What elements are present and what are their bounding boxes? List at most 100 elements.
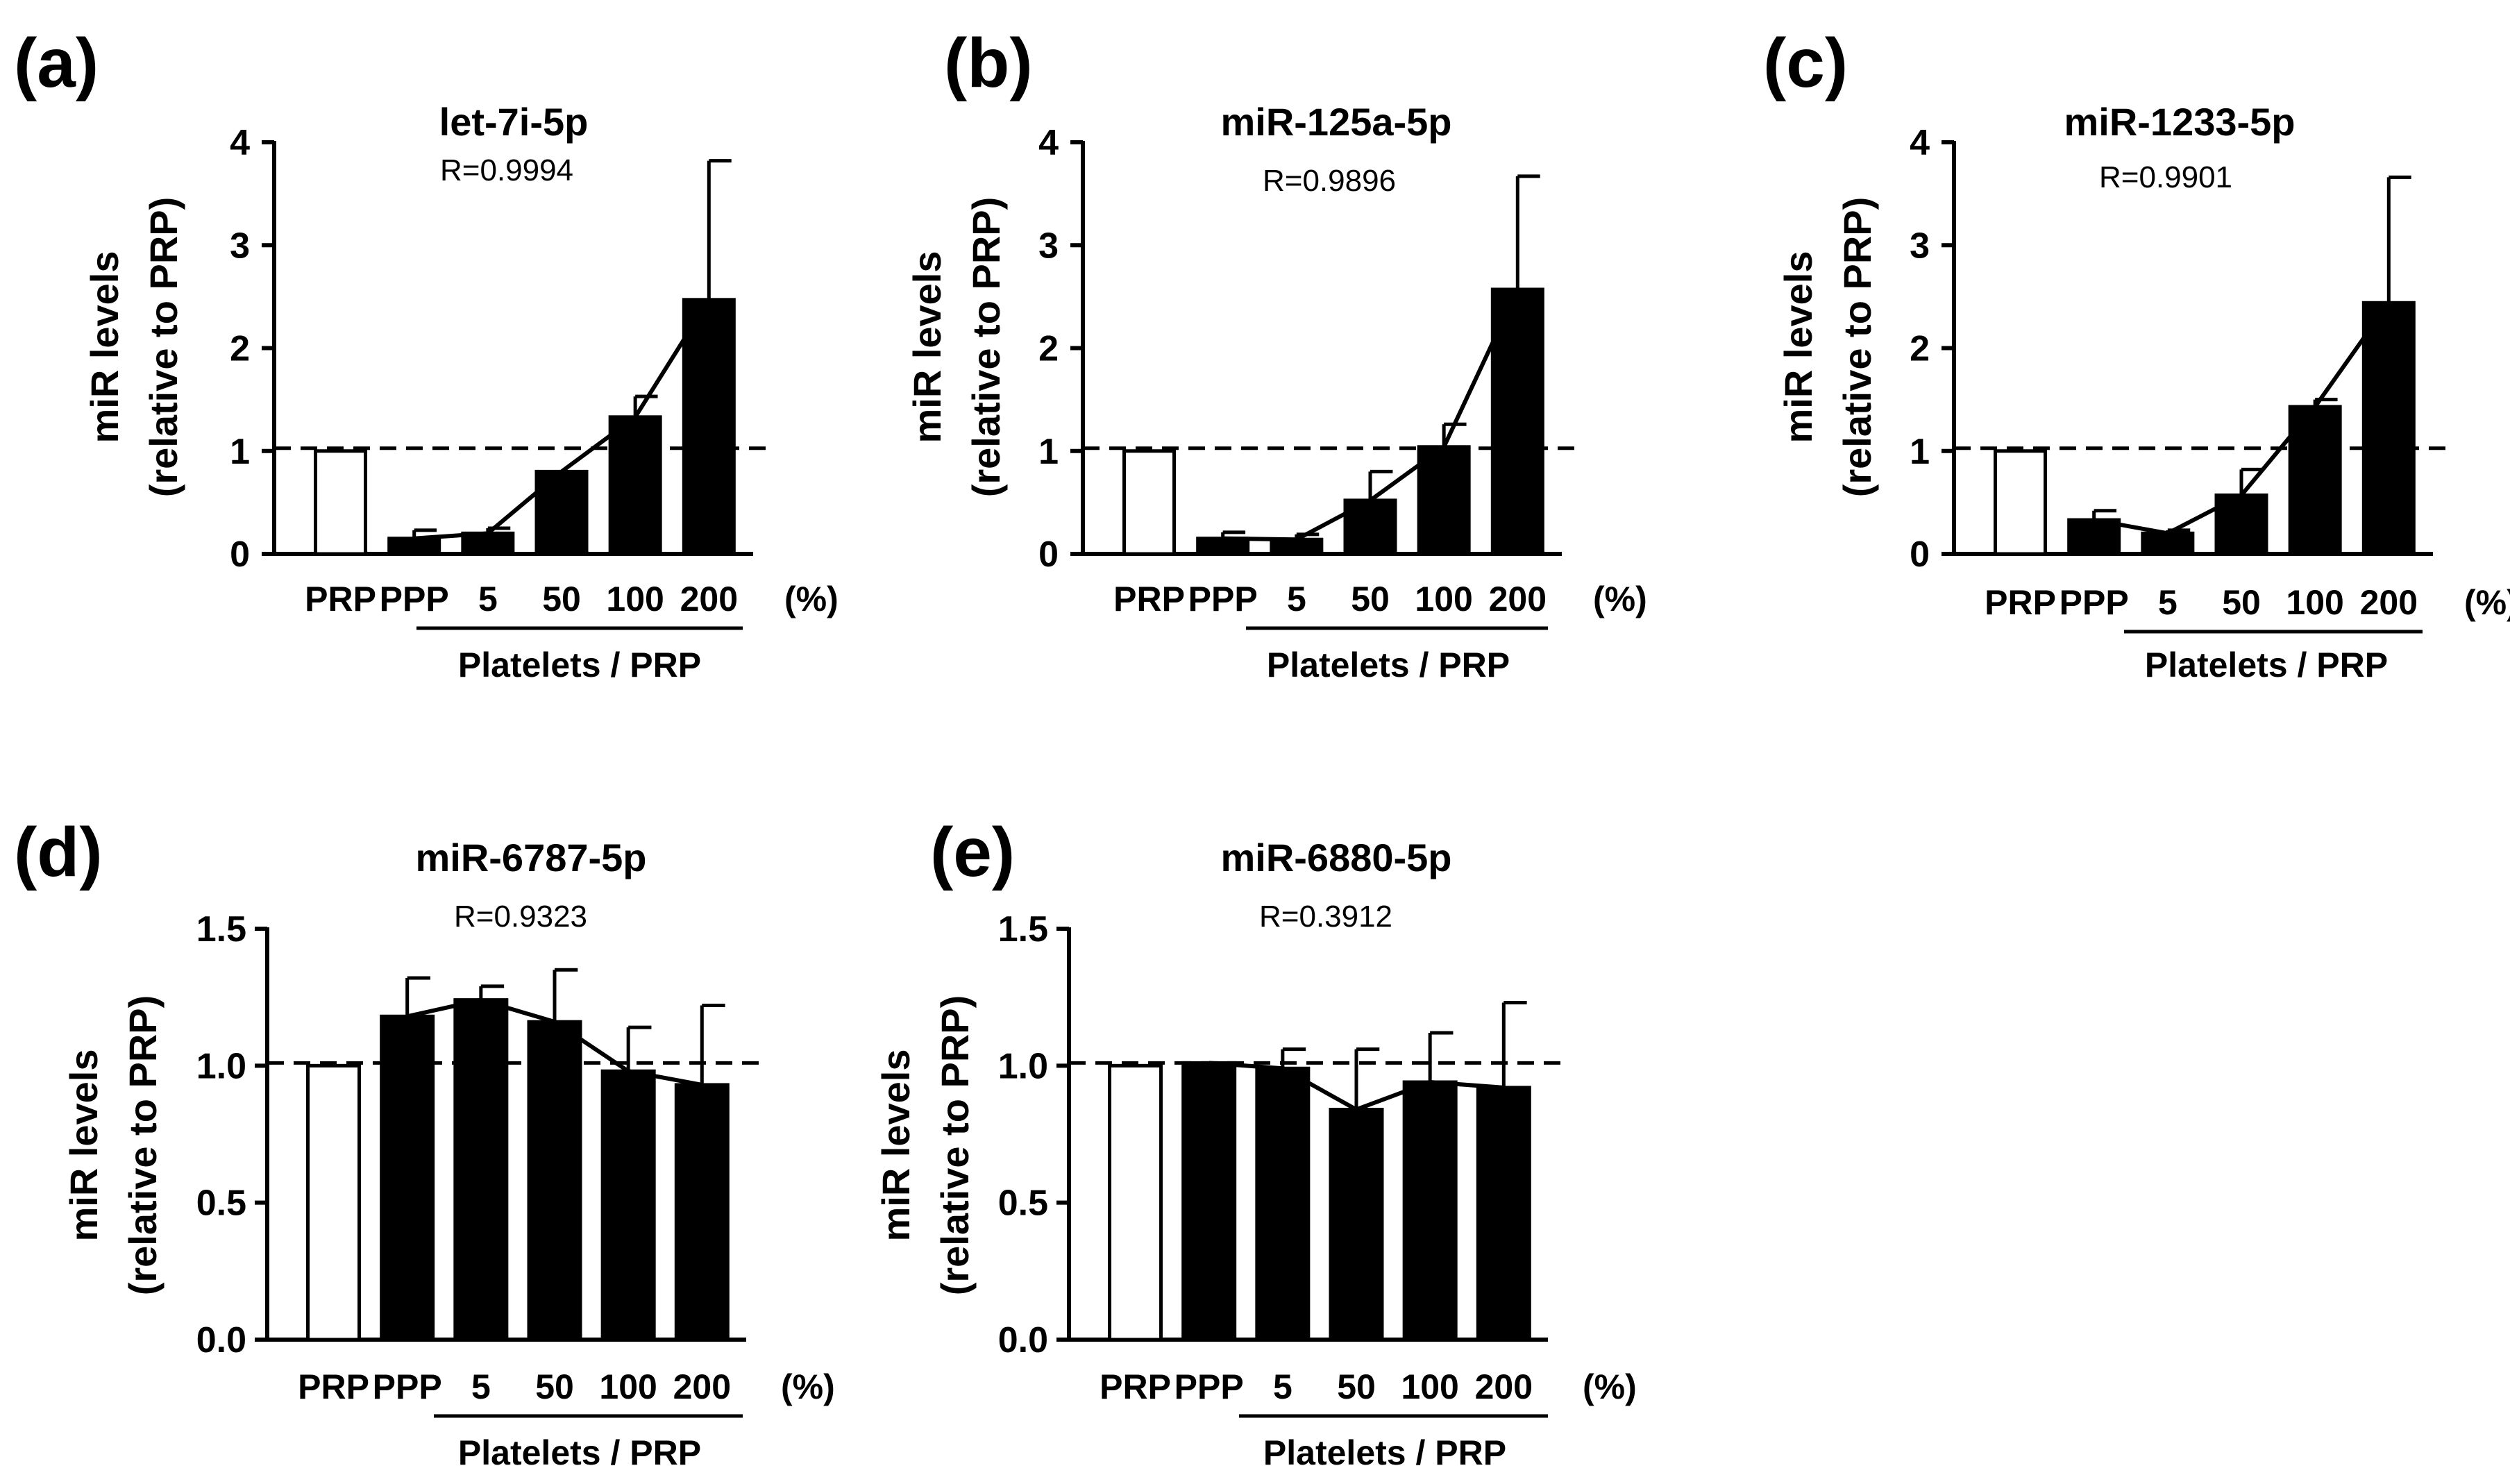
chart-title: miR-6880-5p: [1220, 836, 1451, 879]
trend-line: [1208, 1061, 1504, 1112]
y-tick-label: 1: [230, 432, 250, 472]
x-tick-label: PRP: [1985, 583, 2056, 622]
x-tick-label: 200: [680, 580, 738, 618]
x-tick-label: PRP: [305, 580, 376, 618]
y-axis-label: (relative to PRP): [964, 197, 1008, 498]
bar-50: [1329, 1107, 1384, 1342]
y-tick-label: 2: [230, 329, 250, 369]
trend-line: [1222, 288, 1520, 542]
chart-panel-c: (c) miR-1233-5p R=0.9901 miR levels (relativ…: [1763, 24, 2510, 684]
trend-line: [414, 298, 711, 541]
chart-panel-d: (d) miR-6787-5p R=0.9323 miR levels (relativ…: [14, 813, 835, 1472]
bar-PPP: [1181, 1061, 1237, 1342]
chart-title: miR-125a-5p: [1220, 100, 1451, 144]
x-tick-label: PPP: [2060, 583, 2129, 622]
x-tick-label: 50: [542, 580, 581, 618]
y-tick-label: 1.5: [196, 909, 246, 950]
bar-PRP: [1994, 449, 2048, 556]
x-tick-label: 50: [1337, 1367, 1376, 1406]
bar-5: [1255, 1066, 1311, 1342]
y-tick-label: 0: [1038, 534, 1059, 575]
bar-100: [2288, 405, 2342, 556]
y-tick-label: 1: [1910, 432, 1930, 472]
x-tick-label: PRP: [298, 1367, 369, 1406]
y-axis-label: miR levels: [62, 1049, 106, 1241]
panel-label: (e): [930, 813, 1015, 891]
bar-100: [608, 415, 662, 556]
bar-5: [1270, 537, 1324, 556]
y-tick-label: 4: [1910, 123, 1930, 163]
x-tick-label: 100: [1415, 580, 1472, 618]
chart-title: miR-6787-5p: [415, 836, 646, 879]
x-tick-label: 200: [2360, 583, 2418, 622]
x-tick-label: 5: [2158, 583, 2178, 622]
panel-label: (a): [14, 24, 99, 102]
group-label: Platelets / PRP: [458, 646, 701, 684]
correlation-value: R=0.3912: [1259, 900, 1392, 934]
x-tick-label: 5: [1273, 1367, 1292, 1406]
bar-5: [453, 998, 509, 1342]
x-tick-label: 5: [1287, 580, 1306, 618]
trend-line: [2094, 301, 2391, 536]
x-tick-label: 100: [599, 1367, 657, 1406]
panel-label: (b): [944, 24, 1033, 102]
bar-PRP: [1122, 449, 1177, 556]
x-tick-label: PPP: [380, 580, 449, 618]
group-label: Platelets / PRP: [1267, 646, 1510, 684]
trend-line: [407, 997, 702, 1087]
y-axis-label: (relative to PRP): [933, 995, 977, 1296]
x-tick-label: 100: [2286, 583, 2343, 622]
x-unit-label: (%): [784, 580, 839, 618]
x-tick-label: 50: [535, 1367, 574, 1406]
x-tick-label: 100: [606, 580, 664, 618]
y-tick-label: 0.5: [196, 1183, 246, 1224]
bar-PRP: [1108, 1063, 1163, 1342]
bar-100: [1402, 1080, 1458, 1342]
y-tick-label: 1.5: [998, 909, 1048, 950]
correlation-value: R=0.9896: [1263, 164, 1396, 198]
bar-PPP: [387, 537, 441, 556]
y-tick-label: 0.5: [998, 1183, 1048, 1224]
bar-PPP: [380, 1014, 435, 1342]
x-tick-label: 200: [1489, 580, 1547, 618]
y-tick-label: 2: [1038, 329, 1059, 369]
x-tick-label: 200: [1475, 1367, 1533, 1406]
y-tick-label: 0.0: [196, 1320, 246, 1360]
y-tick-label: 0: [1910, 534, 1930, 575]
y-tick-label: 3: [230, 226, 250, 266]
y-tick-label: 4: [230, 123, 250, 163]
y-axis-label: miR levels: [905, 251, 949, 443]
x-tick-label: 200: [673, 1367, 731, 1406]
x-unit-label: (%): [2464, 583, 2510, 622]
bar-PPP: [2067, 518, 2121, 556]
bar-PRP: [314, 449, 368, 556]
x-tick-label: 100: [1401, 1367, 1458, 1406]
x-tick-label: PRP: [1113, 580, 1185, 618]
y-tick-label: 1: [1038, 432, 1059, 472]
y-tick-label: 0: [230, 534, 250, 575]
group-label: Platelets / PRP: [1263, 1433, 1506, 1472]
chart-panel-b: (b) miR-125a-5p R=0.9896 miR levels (relativ…: [905, 24, 1647, 684]
x-unit-label: (%): [781, 1367, 835, 1406]
correlation-value: R=0.9901: [2099, 160, 2232, 194]
x-unit-label: (%): [1593, 580, 1647, 618]
chart-title: let-7i-5p: [439, 100, 589, 144]
x-tick-label: PPP: [1188, 580, 1258, 618]
x-tick-label: PRP: [1100, 1367, 1171, 1406]
y-tick-label: 3: [1910, 226, 1930, 266]
chart-panel-e: (e) miR-6880-5p R=0.3912 miR levels (relativ…: [874, 813, 1637, 1472]
x-tick-label: 5: [478, 580, 498, 618]
chart-title: miR-1233-5p: [2064, 100, 2295, 144]
bar-PRP: [306, 1063, 362, 1342]
bar-50: [527, 1020, 582, 1342]
y-axis-label: (relative to PRP): [121, 995, 165, 1296]
y-axis-label: (relative to PRP): [142, 197, 185, 498]
bar-200: [1490, 287, 1544, 556]
panel-label: (d): [14, 813, 103, 891]
x-tick-label: 50: [2222, 583, 2261, 622]
bar-200: [2361, 301, 2416, 556]
correlation-value: R=0.9323: [454, 900, 587, 934]
bar-200: [1476, 1086, 1531, 1342]
x-tick-label: PPP: [1174, 1367, 1244, 1406]
